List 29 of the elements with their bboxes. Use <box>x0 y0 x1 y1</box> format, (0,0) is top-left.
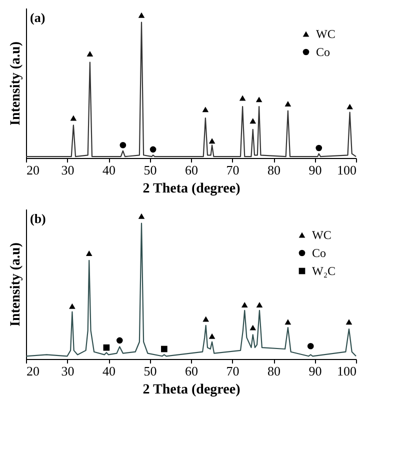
x-axis-title: 2 Theta (degree) <box>142 382 241 398</box>
annotation: (b) <box>30 211 46 226</box>
x-tick-label: 20 <box>26 364 40 378</box>
x-tick-label: 90 <box>308 364 322 378</box>
x-tick-label: 40 <box>102 364 116 378</box>
x-tick-label: 50 <box>144 364 157 378</box>
x-axis-title: 2 Theta (degree) <box>142 182 241 196</box>
legend-label: Co <box>316 45 330 59</box>
x-tick-label: 60 <box>185 162 198 178</box>
x-tick-label: 20 <box>26 162 40 178</box>
legend-label: Co <box>312 246 326 260</box>
x-tick-label: 80 <box>268 162 280 178</box>
legend-label: W₂C <box>312 264 336 278</box>
x-tick-label: 80 <box>268 364 280 378</box>
x-tick-label: 60 <box>185 364 198 378</box>
x-tick-label: 40 <box>102 162 116 178</box>
y-axis-title: Intensity (a.u) <box>8 41 24 126</box>
legend-label: WC <box>312 228 332 242</box>
x-tick-label: 50 <box>144 162 157 178</box>
x-tick-label: 30 <box>61 364 74 378</box>
x-tick-label: 70 <box>226 364 240 378</box>
x-tick-label: 100 <box>337 162 356 178</box>
legend-label: WC <box>316 27 336 41</box>
annotation: (a) <box>30 10 46 25</box>
x-tick-label: 70 <box>226 162 240 178</box>
x-tick-label: 90 <box>308 162 322 178</box>
x-tick-label: 100 <box>337 364 356 378</box>
x-tick-label: 30 <box>61 162 74 178</box>
y-axis-title: Intensity (a.u) <box>8 242 24 327</box>
